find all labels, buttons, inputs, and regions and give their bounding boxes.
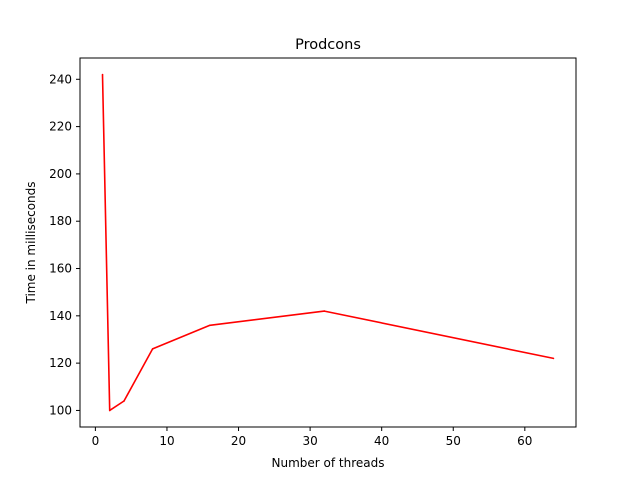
chart-title: Prodcons <box>295 37 361 53</box>
y-tick-label: 240 <box>49 72 72 86</box>
data-point <box>209 324 211 327</box>
y-axis: 100 120 140 160 180 200 220 240 <box>49 72 80 417</box>
data-point <box>123 400 125 402</box>
x-tick-label: 0 <box>92 434 100 448</box>
x-tick-label: 10 <box>159 434 174 448</box>
x-tick-label: 30 <box>302 434 317 448</box>
data-point <box>151 348 154 350</box>
x-axis: 0 10 20 30 40 50 60 <box>92 427 532 448</box>
y-tick-label: 140 <box>49 309 72 323</box>
y-axis-label: Time in milliseconds <box>24 181 38 304</box>
y-tick-label: 200 <box>49 167 72 181</box>
data-point <box>323 310 326 312</box>
x-tick-label: 50 <box>446 434 461 448</box>
x-axis-label: Number of threads <box>272 456 385 470</box>
x-tick-label: 20 <box>231 434 246 448</box>
y-tick-label: 100 <box>49 403 72 417</box>
y-tick-label: 160 <box>49 262 72 276</box>
plot-area-frame <box>79 57 577 428</box>
plot-layer <box>101 73 555 412</box>
x-tick-label: 40 <box>374 434 389 448</box>
y-tick-label: 180 <box>49 214 72 228</box>
x-tick-label: 60 <box>517 434 532 448</box>
data-point <box>101 73 104 76</box>
data-point <box>108 409 111 412</box>
y-tick-label: 120 <box>49 356 72 370</box>
y-tick-label: 220 <box>49 120 72 134</box>
data-point <box>552 357 555 360</box>
